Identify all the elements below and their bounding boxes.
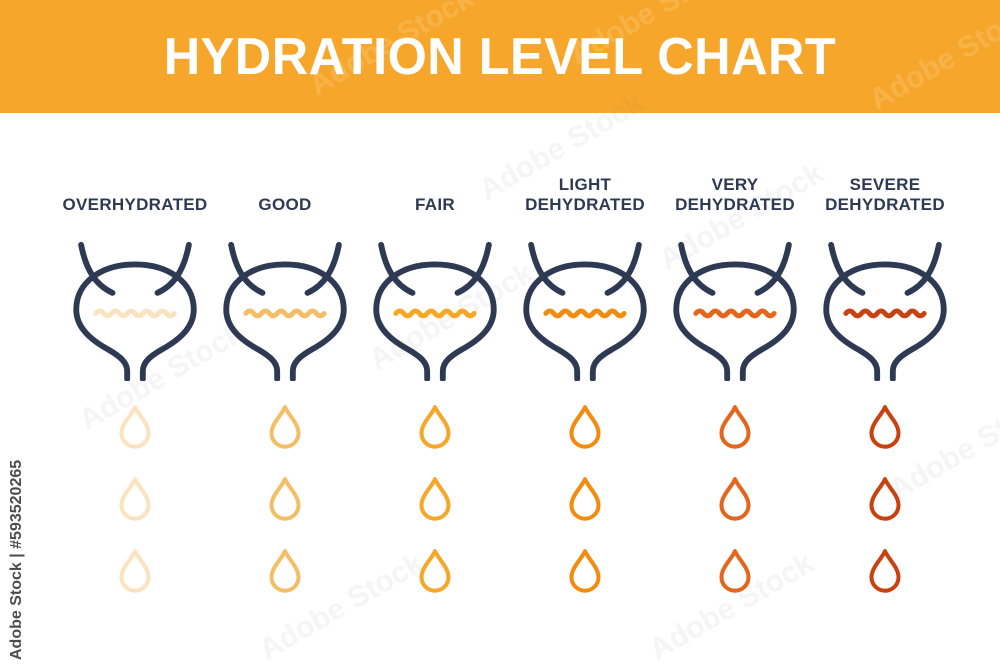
drops-group [117, 402, 153, 594]
drop-icon [717, 474, 753, 522]
level-label-line1: SEVERE [849, 175, 921, 194]
drops-group [717, 402, 753, 594]
urine-level-wave [546, 311, 624, 316]
drop-icon [417, 546, 453, 594]
drop-icon [567, 402, 603, 450]
drop-icon [717, 402, 753, 450]
drop-icon [567, 474, 603, 522]
page-title: HYDRATION LEVEL CHART [163, 27, 837, 86]
drops-group [267, 402, 303, 594]
column-fair: FAIR [360, 155, 510, 594]
urine-level-wave [246, 311, 324, 316]
urine-level-wave [696, 311, 774, 316]
level-label: OVERHYDRATED [63, 155, 208, 215]
drop-icon [717, 546, 753, 594]
level-label-line2: DEHYDRATED [825, 195, 945, 214]
level-label-line2: DEHYDRATED [675, 195, 795, 214]
drop-icon [417, 474, 453, 522]
columns-row: OVERHYDRATED GOOD [60, 113, 960, 594]
level-label-line1: LIGHT [558, 175, 612, 194]
level-label: LIGHT DEHYDRATED [525, 155, 645, 215]
level-label: FAIR [415, 155, 455, 215]
bladder-icon [370, 239, 500, 381]
drops-group [417, 402, 453, 594]
level-label: VERY DEHYDRATED [675, 155, 795, 215]
column-overhydrated: OVERHYDRATED [60, 155, 210, 594]
drop-icon [117, 474, 153, 522]
drops-group [567, 402, 603, 594]
drops-group [867, 402, 903, 594]
bladder-icon [670, 239, 800, 381]
bladder-icon [820, 239, 950, 381]
drop-icon [417, 402, 453, 450]
column-very-dehydrated: VERY DEHYDRATED [660, 155, 810, 594]
drop-icon [867, 546, 903, 594]
drop-icon [117, 402, 153, 450]
level-label-line2: FAIR [415, 195, 455, 214]
urine-level-wave [96, 311, 174, 316]
level-label-line1: VERY [711, 175, 759, 194]
drop-icon [117, 546, 153, 594]
level-label: GOOD [258, 155, 311, 215]
drop-icon [267, 402, 303, 450]
bladder-icon [520, 239, 650, 381]
urine-level-wave [396, 311, 474, 316]
drop-icon [567, 546, 603, 594]
drop-icon [867, 402, 903, 450]
drop-icon [267, 546, 303, 594]
header-band: Adobe Stock Adobe Stock Adobe Stock HYDR… [0, 0, 1000, 117]
drop-icon [867, 474, 903, 522]
column-light-dehydrated: LIGHT DEHYDRATED [510, 155, 660, 594]
level-label: SEVERE DEHYDRATED [825, 155, 945, 215]
column-good: GOOD [210, 155, 360, 594]
level-label-line2: GOOD [258, 195, 312, 214]
level-label-line2: DEHYDRATED [525, 195, 645, 214]
drop-icon [267, 474, 303, 522]
bladder-icon [70, 239, 200, 381]
level-label-line2: OVERHYDRATED [62, 195, 208, 214]
urine-level-wave [846, 311, 924, 316]
column-severe-dehydrated: SEVERE DEHYDRATED [810, 155, 960, 594]
bladder-icon [220, 239, 350, 381]
watermark-credit: Adobe Stock | #593520265 [8, 459, 25, 660]
